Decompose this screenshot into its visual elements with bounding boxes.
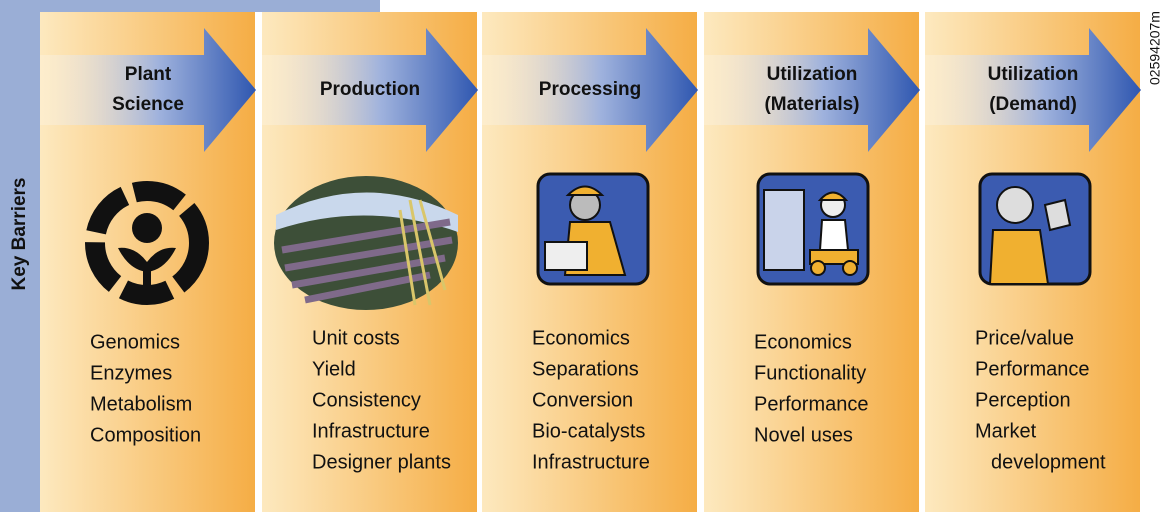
barrier-item: Price/value — [975, 327, 1074, 349]
barrier-item: Novel uses — [754, 424, 853, 446]
stage-title: Production — [320, 79, 420, 100]
barrier-item: Infrastructure — [532, 451, 650, 473]
side-label: Key Barriers — [9, 177, 30, 290]
demand-icon — [980, 174, 1090, 284]
page: {"side_label": "Key Barriers", "code": "… — [0, 0, 1166, 517]
barrier-item: Composition — [90, 424, 201, 446]
production-icon — [274, 176, 458, 310]
barrier-item: Infrastructure — [312, 420, 430, 442]
stage-title: Science — [112, 94, 184, 115]
barrier-item: Functionality — [754, 362, 866, 384]
stage-title: Utilization — [767, 64, 858, 85]
barrier-item: Economics — [532, 327, 630, 349]
barrier-item: Yield — [312, 358, 356, 380]
barrier-item: Market — [975, 420, 1037, 442]
barrier-item: Unit costs — [312, 327, 400, 349]
stage-title: Plant — [125, 64, 172, 85]
top-band — [0, 0, 380, 12]
barrier-item: Conversion — [532, 389, 633, 411]
barrier-item: Genomics — [90, 331, 180, 353]
barrier-item: Bio-catalysts — [532, 420, 645, 442]
stage-title: (Demand) — [989, 94, 1077, 115]
processing-icon — [538, 174, 648, 284]
materials-icon — [758, 174, 868, 284]
barrier-item: Perception — [975, 389, 1071, 411]
barrier-item: Separations — [532, 358, 639, 380]
barrier-item: Consistency — [312, 389, 421, 411]
barrier-item: Designer plants — [312, 451, 451, 473]
barrier-item: Economics — [754, 331, 852, 353]
barrier-item: Enzymes — [90, 362, 172, 384]
stage-title: Processing — [539, 79, 641, 100]
figure-code: 02594207m — [1147, 11, 1163, 85]
barrier-item: development — [991, 451, 1106, 473]
barrier-item: Performance — [975, 358, 1090, 380]
diagram: Key Barriers 02594207m — [0, 0, 1166, 512]
barrier-item: Metabolism — [90, 393, 192, 415]
barrier-item: Performance — [754, 393, 869, 415]
stage-title: (Materials) — [764, 94, 859, 115]
stage-title: Utilization — [988, 64, 1079, 85]
